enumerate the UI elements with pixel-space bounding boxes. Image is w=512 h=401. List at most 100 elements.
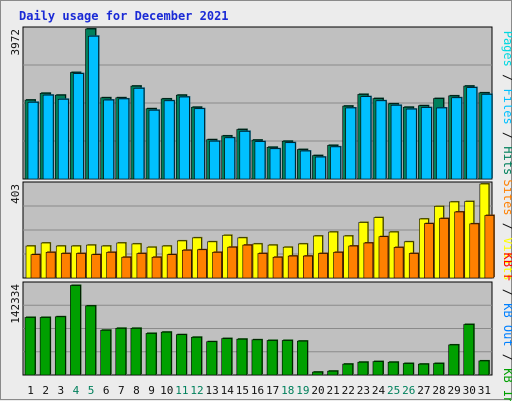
legend-visits-sites: Sites / Visits xyxy=(501,179,512,280)
bar-files-day-25 xyxy=(390,105,402,180)
bar-sites-day-22 xyxy=(348,245,359,279)
bar-kb-in-day-8 xyxy=(130,328,142,376)
x-tick-label-day-29: 29 xyxy=(448,384,461,397)
bar-sites-day-20 xyxy=(318,253,328,279)
bar-files-day-22 xyxy=(345,107,357,180)
bar-kb-in-day-13 xyxy=(206,341,217,376)
bar-kb-in-day-6 xyxy=(100,329,111,376)
bar-kb-in-day-30 xyxy=(463,324,475,376)
x-tick-label-day-18: 18 xyxy=(281,384,294,397)
bar-kb-in-day-1 xyxy=(24,317,36,376)
bar-files-day-29 xyxy=(451,97,462,180)
bar-sites-day-21 xyxy=(333,252,343,279)
x-tick-label-day-28: 28 xyxy=(432,384,445,397)
bar-sites-day-27 xyxy=(424,223,434,279)
x-tick-label-day-21: 21 xyxy=(327,384,340,397)
x-tick-label-day-27: 27 xyxy=(417,384,430,397)
bar-sites-day-18 xyxy=(287,255,298,279)
legend-kbytes: KB F / KB Out / KB In xyxy=(501,253,512,401)
bar-sites-day-23 xyxy=(363,242,374,279)
bar-files-day-12 xyxy=(194,108,205,180)
x-tick-label-day-3: 3 xyxy=(58,384,65,397)
bar-files-day-5 xyxy=(88,35,99,180)
bar-sites-day-31 xyxy=(484,215,495,279)
x-tick-label-day-6: 6 xyxy=(103,384,110,397)
bar-files-day-11 xyxy=(178,96,190,180)
bar-kb-in-day-7 xyxy=(115,328,127,376)
bar-files-day-19 xyxy=(300,150,311,180)
bar-sites-day-4 xyxy=(76,253,86,279)
bar-kb-in-day-3 xyxy=(54,316,66,376)
bar-sites-day-5 xyxy=(91,254,101,279)
x-tick-label-day-10: 10 xyxy=(160,384,173,397)
bar-kb-in-day-26 xyxy=(402,363,414,376)
bar-sites-day-16 xyxy=(257,253,268,279)
bar-files-day-14 xyxy=(224,137,235,180)
legend-entry-kb-out: KB Out xyxy=(501,303,512,346)
bar-files-day-7 xyxy=(118,98,130,180)
y-axis-max-label: 403 xyxy=(9,184,22,204)
bar-sites-day-14 xyxy=(227,246,237,279)
bar-sites-day-28 xyxy=(439,218,449,279)
x-tick-label-day-8: 8 xyxy=(133,384,140,397)
y-axis-max-label: 3972 xyxy=(9,29,22,56)
bar-files-day-31 xyxy=(481,94,493,180)
bar-files-day-23 xyxy=(360,96,372,180)
bar-files-day-17 xyxy=(269,148,281,180)
bar-files-day-6 xyxy=(103,99,114,180)
legend-separator: / xyxy=(501,216,512,238)
x-tick-label-day-4: 4 xyxy=(73,384,80,397)
bar-kb-in-day-10 xyxy=(160,331,172,376)
x-tick-label-day-13: 13 xyxy=(205,384,218,397)
bar-files-day-4 xyxy=(73,73,84,180)
x-tick-label-day-14: 14 xyxy=(221,384,235,397)
bar-files-day-21 xyxy=(330,146,341,180)
bar-sites-day-15 xyxy=(242,244,253,279)
x-tick-label-day-17: 17 xyxy=(266,384,279,397)
bar-kb-in-day-9 xyxy=(145,333,157,376)
bar-files-day-2 xyxy=(42,94,54,180)
bar-sites-day-8 xyxy=(136,253,147,279)
bar-files-day-20 xyxy=(315,156,326,180)
bar-kb-in-day-25 xyxy=(387,361,399,376)
bar-files-day-18 xyxy=(284,142,296,180)
legend-entry-visits: Visits xyxy=(501,237,512,280)
x-tick-label-day-16: 16 xyxy=(251,384,264,397)
legend-separator: / xyxy=(501,282,512,304)
bar-kb-in-day-20 xyxy=(312,371,323,376)
bar-kb-in-day-14 xyxy=(221,338,232,376)
x-tick-label-day-7: 7 xyxy=(118,384,125,397)
legend-entry-hits: Hits xyxy=(501,146,512,175)
bar-kb-in-day-21 xyxy=(327,370,338,376)
bar-kb-in-day-22 xyxy=(342,363,354,376)
x-tick-label-day-24: 24 xyxy=(372,384,386,397)
x-tick-label-day-11: 11 xyxy=(175,384,188,397)
x-tick-label-day-20: 20 xyxy=(311,384,324,397)
bar-kb-in-day-24 xyxy=(372,361,384,376)
bar-files-day-8 xyxy=(133,88,145,180)
bar-kb-in-day-19 xyxy=(297,340,308,376)
bar-sites-day-3 xyxy=(60,253,71,279)
bar-sites-day-7 xyxy=(121,256,132,279)
x-tick-label-day-9: 9 xyxy=(148,384,155,397)
x-tick-label-day-26: 26 xyxy=(402,384,415,397)
bar-sites-day-19 xyxy=(303,255,313,279)
bar-kb-in-day-27 xyxy=(418,363,429,376)
bar-files-day-27 xyxy=(421,107,432,180)
bar-kb-in-day-28 xyxy=(433,363,444,376)
bar-sites-day-6 xyxy=(106,252,116,279)
legend-entry-pages: Pages xyxy=(501,31,512,67)
bar-kb-in-day-2 xyxy=(39,317,51,376)
x-tick-label-day-31: 31 xyxy=(478,384,491,397)
x-tick-label-day-23: 23 xyxy=(357,384,370,397)
y-axis-max-label: 142334 xyxy=(9,284,22,324)
bar-sites-day-9 xyxy=(151,256,162,279)
chart-title: Daily usage for December 2021 xyxy=(19,9,229,23)
bar-files-day-16 xyxy=(254,141,266,180)
x-tick-label-day-2: 2 xyxy=(42,384,49,397)
bar-files-day-10 xyxy=(163,100,175,180)
bar-files-day-30 xyxy=(466,87,478,180)
legend-entry-files: Files xyxy=(501,89,512,125)
